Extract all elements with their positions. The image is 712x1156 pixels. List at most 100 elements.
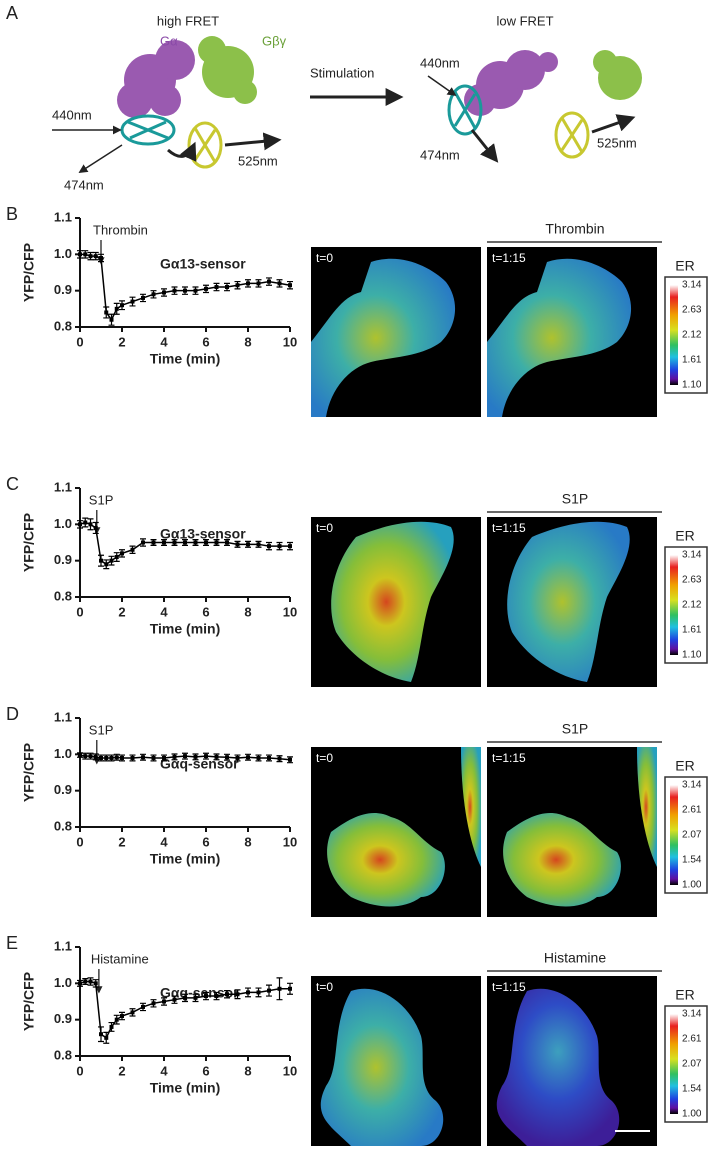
y-tick-label: 0.8 [54, 588, 72, 603]
treatment-label: Histamine [544, 950, 606, 966]
cell [461, 747, 481, 867]
x-tick-label: 0 [76, 834, 83, 849]
data-point [235, 992, 240, 997]
data-point [235, 755, 240, 760]
x-tick-label: 0 [76, 604, 83, 619]
data-point [83, 754, 88, 759]
cell [503, 812, 621, 907]
data-point [214, 540, 219, 545]
colorbar-tick-label: 2.07 [682, 1059, 702, 1070]
data-point [151, 755, 156, 760]
x-tick-label: 6 [202, 334, 209, 349]
panel-letter: E [6, 933, 18, 953]
data-point [214, 994, 219, 999]
y-axis-label: YFP/CFP [21, 513, 37, 572]
data-point [120, 303, 124, 308]
treatment-label: S1P [562, 721, 588, 737]
x-tick-label: 6 [202, 834, 209, 849]
arrow [78, 144, 123, 173]
x-tick-label: 8 [244, 834, 251, 849]
label-gbg: Gβγ [262, 33, 287, 48]
x-tick-label: 6 [202, 604, 209, 619]
data-point [172, 288, 177, 293]
y-tick-label: 0.9 [54, 782, 72, 797]
y-tick-label: 1.1 [54, 709, 72, 724]
arrow-label: Stimulation [310, 65, 374, 80]
x-tick-label: 2 [118, 604, 125, 619]
data-point [204, 754, 208, 759]
wavelength: 474nm [64, 177, 104, 192]
colorbar-tick-label: 2.63 [682, 575, 702, 586]
panel-letter: B [6, 204, 18, 224]
data-point [109, 1024, 114, 1029]
data-point [183, 995, 187, 1000]
time-label: t=1:15 [492, 980, 526, 994]
data-point [114, 755, 119, 760]
treatment-label: S1P [562, 491, 588, 507]
data-point [78, 981, 82, 986]
colorbar [670, 1014, 678, 1114]
panel-letter: A [6, 3, 18, 23]
colorbar-frame [664, 1005, 708, 1123]
colorbar-title: ER [675, 258, 694, 274]
data-point [141, 295, 145, 300]
y-tick-label: 1.1 [54, 938, 72, 953]
y-axis-label: YFP/CFP [21, 743, 37, 802]
data-point [172, 997, 177, 1002]
state-title: low FRET [496, 13, 553, 28]
stimulus-label: S1P [89, 722, 114, 737]
x-tick-label: 8 [244, 334, 251, 349]
y-tick-label: 0.9 [54, 552, 72, 567]
data-point [78, 522, 82, 527]
arrow [470, 129, 499, 163]
time-label: t=0 [316, 521, 333, 535]
data-point [114, 555, 119, 560]
data-point [225, 285, 229, 290]
x-tick-label: 2 [118, 1063, 125, 1078]
time-label: t=1:15 [492, 251, 526, 265]
y-tick-label: 0.9 [54, 282, 72, 297]
y-tick-label: 1.0 [54, 746, 72, 761]
data-point [78, 753, 82, 758]
data-point [193, 288, 198, 293]
cell [496, 988, 620, 1146]
data-point [130, 1010, 135, 1015]
cell [507, 521, 630, 682]
data-point [204, 994, 208, 999]
x-tick-label: 4 [160, 604, 168, 619]
panel-a: A high FRET Gα Gβγ 440nm 474nm 525nm Sti… [6, 3, 642, 192]
protein-gbg [198, 36, 257, 104]
y-tick-label: 0.9 [54, 1011, 72, 1026]
y-tick-label: 1.1 [54, 209, 72, 224]
data-point [267, 755, 271, 760]
x-tick-label: 10 [283, 834, 297, 849]
colorbar-tick-label: 2.12 [682, 600, 702, 611]
colorbar-tick-label: 3.14 [682, 780, 702, 791]
x-tick-label: 6 [202, 1063, 209, 1078]
y-tick-label: 1.0 [54, 246, 72, 261]
data-point [120, 755, 124, 760]
colorbar-title: ER [675, 987, 694, 1003]
arrow [224, 132, 282, 151]
data-point [141, 755, 145, 760]
data-point [104, 562, 109, 567]
data-point [256, 281, 261, 286]
x-tick-label: 8 [244, 1063, 251, 1078]
time-label: t=0 [316, 980, 333, 994]
colorbar-tick-label: 2.07 [682, 830, 702, 841]
data-point [88, 522, 93, 527]
data-point [277, 281, 282, 286]
time-label: t=1:15 [492, 521, 526, 535]
data-point [114, 306, 119, 311]
x-axis-label: Time (min) [150, 351, 221, 367]
data-point [88, 754, 93, 759]
data-point [277, 544, 282, 549]
data-point [104, 755, 109, 760]
data-point [88, 254, 93, 259]
data-point [99, 1032, 103, 1037]
data-point [104, 310, 109, 315]
label-galpha: Gα [160, 33, 178, 48]
protein-cfp [120, 114, 176, 146]
